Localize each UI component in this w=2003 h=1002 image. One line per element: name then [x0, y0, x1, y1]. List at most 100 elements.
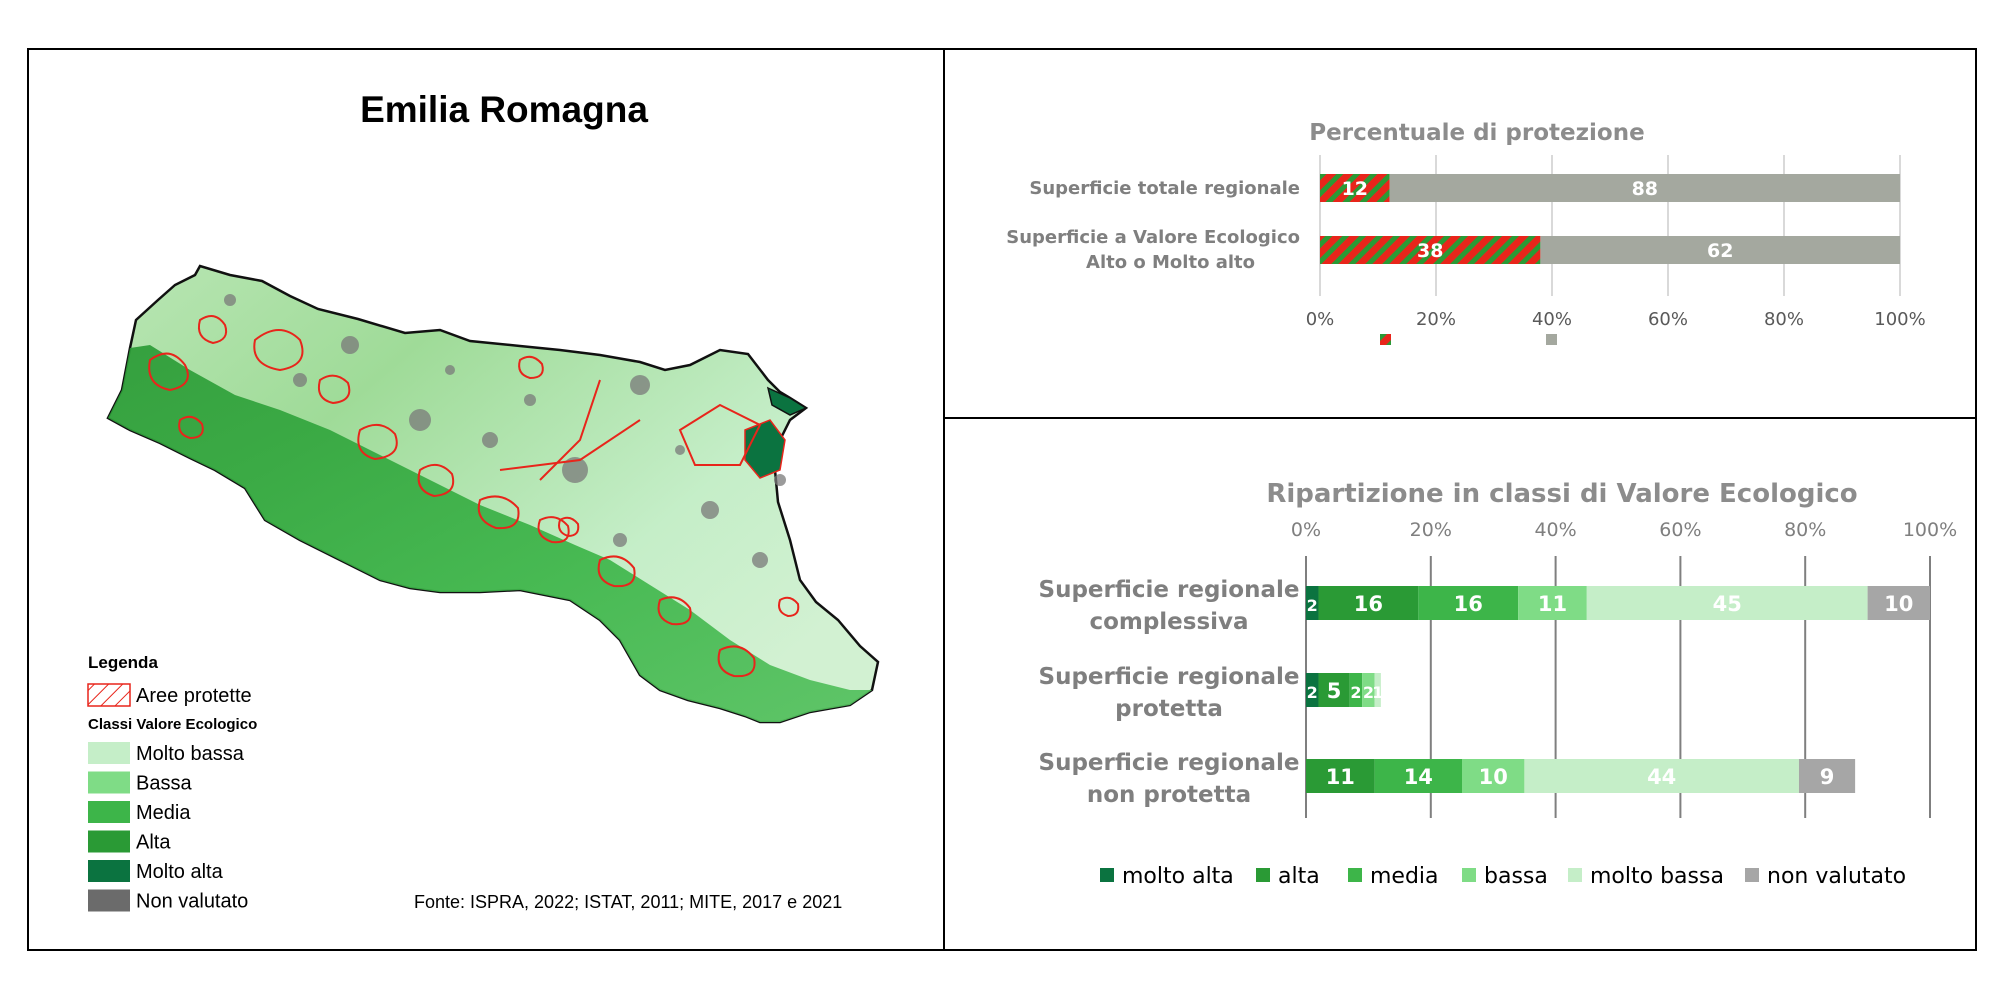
- protection-chart: Percentuale di protezione 0% 20% 40% 60% 80% 1…: [1006, 120, 1926, 345]
- class-label: Non valutato: [136, 891, 248, 913]
- chart2-bar-molto-alta: [1306, 586, 1319, 620]
- chart2-xtick: 0%: [1291, 519, 1321, 541]
- chart2-legend-swatch: [1256, 868, 1270, 882]
- chart2-legend-swatch: [1462, 868, 1476, 882]
- chart2-legend-label: media: [1370, 864, 1439, 889]
- chart2-xtick: 20%: [1410, 519, 1452, 541]
- class-label: Molto alta: [136, 861, 224, 883]
- class-label: Bassa: [136, 773, 192, 795]
- chart2-bar-media: [1418, 586, 1519, 620]
- chart2-bar-non-valutato: [1867, 586, 1930, 620]
- protected-outlines: [148, 315, 800, 678]
- chart2-legend-swatch: [1348, 868, 1362, 882]
- chart2-bar-bassa: [1518, 586, 1587, 620]
- chart1-xtick: 0%: [1306, 309, 1335, 330]
- chart2-xtick: 80%: [1784, 519, 1826, 541]
- chart2-data-label: 16: [1454, 592, 1483, 616]
- chart2-data-label: 10: [1884, 592, 1913, 616]
- figure-frame: [27, 48, 1977, 951]
- map-source: Fonte: ISPRA, 2022; ISTAT, 2011; MITE, 2…: [414, 892, 842, 912]
- class-swatch: [88, 889, 130, 912]
- chart2-bar-molto-bassa: [1586, 586, 1868, 620]
- class-label: Alta: [136, 832, 171, 854]
- protected-swatch: [87, 683, 131, 707]
- chart2-xtick: 100%: [1903, 519, 1957, 541]
- class-legend: Molto bassa Bassa Media Alta Molto alta Non v…: [88, 742, 248, 913]
- chart1-bar-unprotected: [1540, 236, 1900, 264]
- chart2-data-label: 11: [1326, 765, 1355, 789]
- chart1-xtick: 40%: [1532, 309, 1572, 330]
- chart2-bar-molto-alta: [1306, 673, 1319, 707]
- chart2-data-label: 14: [1404, 765, 1433, 789]
- delta-north: [766, 386, 808, 416]
- apennine-band: [108, 345, 872, 722]
- chart2-bar-bassa: [1462, 759, 1525, 793]
- class-label: Media: [136, 802, 191, 824]
- classes-title: Classi Valore Ecologico: [88, 716, 257, 733]
- chart1-category-label: Superficie totale regionale: [1029, 178, 1300, 199]
- chart2-data-label: 11: [1538, 592, 1567, 616]
- class-swatch: [88, 742, 130, 764]
- chart2-data-label: 16: [1354, 592, 1383, 616]
- chart2-legend-swatch: [1568, 868, 1582, 882]
- map-title: Emilia Romagna: [360, 89, 648, 130]
- ecological-value-chart: Ripartizione in classi di Valore Ecologi…: [1039, 479, 1958, 889]
- chart1-title: Percentuale di protezione: [1309, 120, 1644, 146]
- chart2-category-label: Superficie regionale protetta: [1039, 664, 1300, 722]
- chart2-legend-swatch: [1745, 868, 1759, 882]
- chart1-data-label: 12: [1342, 178, 1368, 200]
- chart1-data-label: 38: [1417, 240, 1443, 262]
- chart1-bar-protected: [1320, 236, 1541, 264]
- chart2-data-label: 44: [1647, 765, 1676, 789]
- legend-title: Legenda: [88, 653, 158, 672]
- chart1-bar-unprotected: [1389, 174, 1900, 202]
- protected-label: Aree protette: [136, 685, 252, 707]
- chart2-data-label: 2: [1363, 683, 1374, 702]
- chart2-bar-media: [1374, 759, 1462, 793]
- class-swatch: [88, 830, 130, 853]
- chart2-data-label: 1: [1372, 683, 1383, 702]
- chart2-bar-molto-bassa: [1524, 759, 1799, 793]
- chart2-xtick: 60%: [1659, 519, 1701, 541]
- chart2-data-label: 45: [1713, 592, 1742, 616]
- chart2-bar-bassa: [1362, 673, 1375, 707]
- region-shape: [106, 264, 880, 724]
- chart1-data-label: 88: [1632, 178, 1658, 200]
- class-swatch: [88, 860, 130, 882]
- chart1-legend-unprotected: [1546, 334, 1557, 345]
- chart2-legend-label: molto alta: [1122, 864, 1234, 889]
- chart2-legend-label: bassa: [1484, 864, 1548, 889]
- class-swatch: [88, 801, 130, 823]
- chart2-category-label: Superficie regionale complessiva: [1039, 577, 1300, 635]
- chart2-legend-label: non valutato: [1767, 864, 1906, 889]
- chart2-bar-alta: [1318, 673, 1350, 707]
- chart2-bar-media: [1349, 673, 1363, 707]
- chart1-xtick: 100%: [1874, 309, 1925, 330]
- chart1-xtick: 80%: [1764, 309, 1804, 330]
- class-label: Molto bassa: [136, 743, 245, 765]
- chart1-bar-protected: [1320, 174, 1390, 202]
- chart2-data-label: 10: [1479, 765, 1508, 789]
- chart2-legend-label: molto bassa: [1590, 864, 1724, 889]
- chart2-legend-swatch: [1100, 868, 1114, 882]
- chart2-data-label: 2: [1350, 683, 1361, 702]
- chart2-legend-label: alta: [1278, 864, 1320, 889]
- urban-areas: [224, 294, 786, 568]
- chart2-data-label: 2: [1307, 596, 1318, 615]
- chart1-data-label: 62: [1707, 240, 1733, 262]
- chart2-data-label: 9: [1820, 765, 1835, 789]
- chart2-bar-molto-bassa: [1374, 673, 1381, 707]
- chart1-category-label: Superficie a Valore Ecologico Alto o Molt…: [1006, 227, 1300, 273]
- chart1-legend-protected: [1380, 334, 1391, 345]
- chart2-data-label: 5: [1327, 679, 1342, 703]
- vertical-divider: [943, 48, 945, 951]
- chart2-bar-alta: [1306, 759, 1375, 793]
- chart1-xtick: 60%: [1648, 309, 1688, 330]
- horizontal-divider: [943, 417, 1977, 419]
- chart1-xtick: 20%: [1416, 309, 1456, 330]
- chart2-xtick: 40%: [1534, 519, 1576, 541]
- chart2-bar-non-valutato: [1798, 759, 1856, 793]
- chart2-category-label: Superficie regionale non protetta: [1039, 750, 1300, 808]
- chart2-title: Ripartizione in classi di Valore Ecologi…: [1266, 479, 1857, 509]
- chart2-bar-alta: [1318, 586, 1419, 620]
